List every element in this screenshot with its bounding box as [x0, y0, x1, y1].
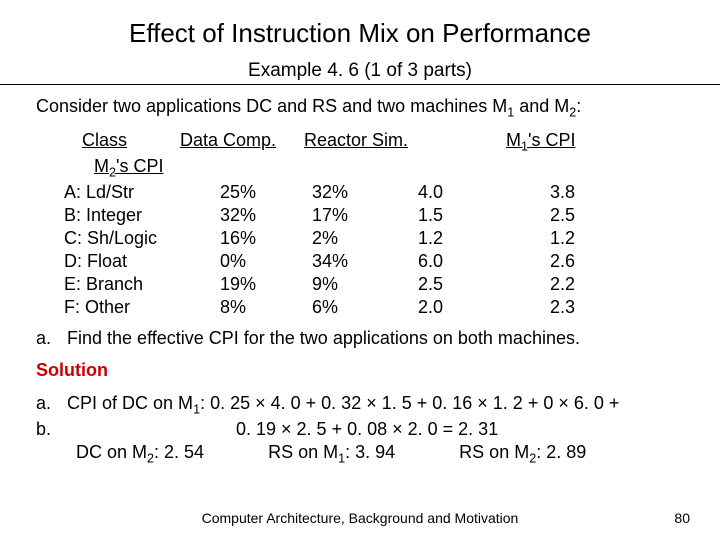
cell-m1: 1.2 — [412, 227, 544, 250]
table-row: B: Integer 32% 17% 1.5 2.5 — [64, 204, 684, 227]
table-header-row1: Class Data Comp. Reactor Sim. M1's CPI — [64, 129, 684, 155]
cell-class: E: Branch — [64, 273, 212, 296]
m2-pre: M — [94, 156, 109, 176]
m2-post: 's CPI — [116, 156, 163, 176]
ans1-pre: CPI of DC on M — [67, 393, 193, 413]
col-m1cpi: M1's CPI — [506, 129, 666, 155]
intro-mid: and M — [514, 96, 569, 116]
cell-m2: 2.3 — [544, 296, 634, 319]
rsm1-pre: RS on M — [268, 442, 338, 462]
col-datacomp: Data Comp. — [180, 129, 304, 155]
data-table: Class Data Comp. Reactor Sim. M1's CPI M… — [64, 129, 684, 319]
dc-m2: DC on M2: 2. 54 — [76, 441, 204, 467]
cell-dc: 25% — [212, 181, 304, 204]
answer-a-label: a. — [36, 392, 62, 415]
question-line: a. Find the effective CPI for the two ap… — [36, 327, 684, 350]
subtitle-bar: Example 4. 6 (1 of 3 parts) — [0, 57, 720, 85]
intro-post: : — [576, 96, 581, 116]
cell-m2: 2.5 — [544, 204, 634, 227]
footer-text: Computer Architecture, Background and Mo… — [0, 510, 720, 526]
cell-rs: 2% — [304, 227, 412, 250]
ans1-post: : 0. 25 × 4. 0 + 0. 32 × 1. 5 + 0. 16 × … — [200, 393, 619, 413]
table-row: D: Float 0% 34% 6.0 2.6 — [64, 250, 684, 273]
cell-rs: 32% — [304, 181, 412, 204]
cell-m2: 3.8 — [544, 181, 634, 204]
dcm2-sub: 2 — [147, 451, 154, 465]
cell-dc: 0% — [212, 250, 304, 273]
cell-m1: 2.0 — [412, 296, 544, 319]
cell-rs: 9% — [304, 273, 412, 296]
cell-dc: 19% — [212, 273, 304, 296]
cell-m2: 1.2 — [544, 227, 634, 250]
cell-m1: 1.5 — [412, 204, 544, 227]
answer-line1: a. CPI of DC on M1: 0. 25 × 4. 0 + 0. 32… — [36, 392, 684, 418]
slide-title: Effect of Instruction Mix on Performance — [36, 18, 684, 49]
m2-sub: 2 — [109, 166, 116, 180]
cell-class: B: Integer — [64, 204, 212, 227]
table-row: E: Branch 19% 9% 2.5 2.2 — [64, 273, 684, 296]
question-text: Find the effective CPI for the two appli… — [67, 328, 580, 348]
answer-b-label: b. — [36, 418, 62, 441]
slide-subtitle: Example 4. 6 (1 of 3 parts) — [0, 60, 720, 82]
answer-line2: 0. 19 × 2. 5 + 0. 08 × 2. 0 = 2. 31 — [36, 418, 684, 441]
cell-rs: 34% — [304, 250, 412, 273]
dcm2-val: : 2. 54 — [154, 442, 204, 462]
table-row: F: Other 8% 6% 2.0 2.3 — [64, 296, 684, 319]
cell-dc: 16% — [212, 227, 304, 250]
cell-dc: 8% — [212, 296, 304, 319]
rsm2-pre: RS on M — [459, 442, 529, 462]
table-row: C: Sh/Logic 16% 2% 1.2 1.2 — [64, 227, 684, 250]
rs-m2: RS on M2: 2. 89 — [459, 441, 586, 467]
cell-m2: 2.6 — [544, 250, 634, 273]
intro-text: Consider two applications DC and RS and … — [36, 95, 684, 121]
intro-pre: Consider two applications DC and RS and … — [36, 96, 507, 116]
answer-block: a. CPI of DC on M1: 0. 25 × 4. 0 + 0. 32… — [36, 392, 684, 467]
page-number: 80 — [674, 510, 690, 526]
cell-class: C: Sh/Logic — [64, 227, 212, 250]
cell-m2: 2.2 — [544, 273, 634, 296]
cell-rs: 6% — [304, 296, 412, 319]
cell-class: F: Other — [64, 296, 212, 319]
dcm2-pre: DC on M — [76, 442, 147, 462]
m1-post: 's CPI — [528, 130, 575, 150]
cell-class: A: Ld/Str — [64, 181, 212, 204]
m1-sub: 1 — [521, 140, 528, 154]
col-class: Class — [64, 129, 180, 155]
col-reactorsim: Reactor Sim. — [304, 129, 454, 155]
rsm2-val: : 2. 89 — [536, 442, 586, 462]
answer-line3: DC on M2: 2. 54 RS on M1: 3. 94 RS on M2… — [36, 441, 684, 467]
cell-rs: 17% — [304, 204, 412, 227]
cell-class: D: Float — [64, 250, 212, 273]
cell-dc: 32% — [212, 204, 304, 227]
cell-m1: 6.0 — [412, 250, 544, 273]
rs-m1: RS on M1: 3. 94 — [268, 441, 395, 467]
rsm1-val: : 3. 94 — [345, 442, 395, 462]
cell-m1: 2.5 — [412, 273, 544, 296]
table-header-row2: M2's CPI — [94, 155, 684, 181]
solution-heading: Solution — [36, 359, 684, 382]
m1-pre: M — [506, 130, 521, 150]
question-label: a. — [36, 327, 62, 350]
table-row: A: Ld/Str 25% 32% 4.0 3.8 — [64, 181, 684, 204]
cell-m1: 4.0 — [412, 181, 544, 204]
